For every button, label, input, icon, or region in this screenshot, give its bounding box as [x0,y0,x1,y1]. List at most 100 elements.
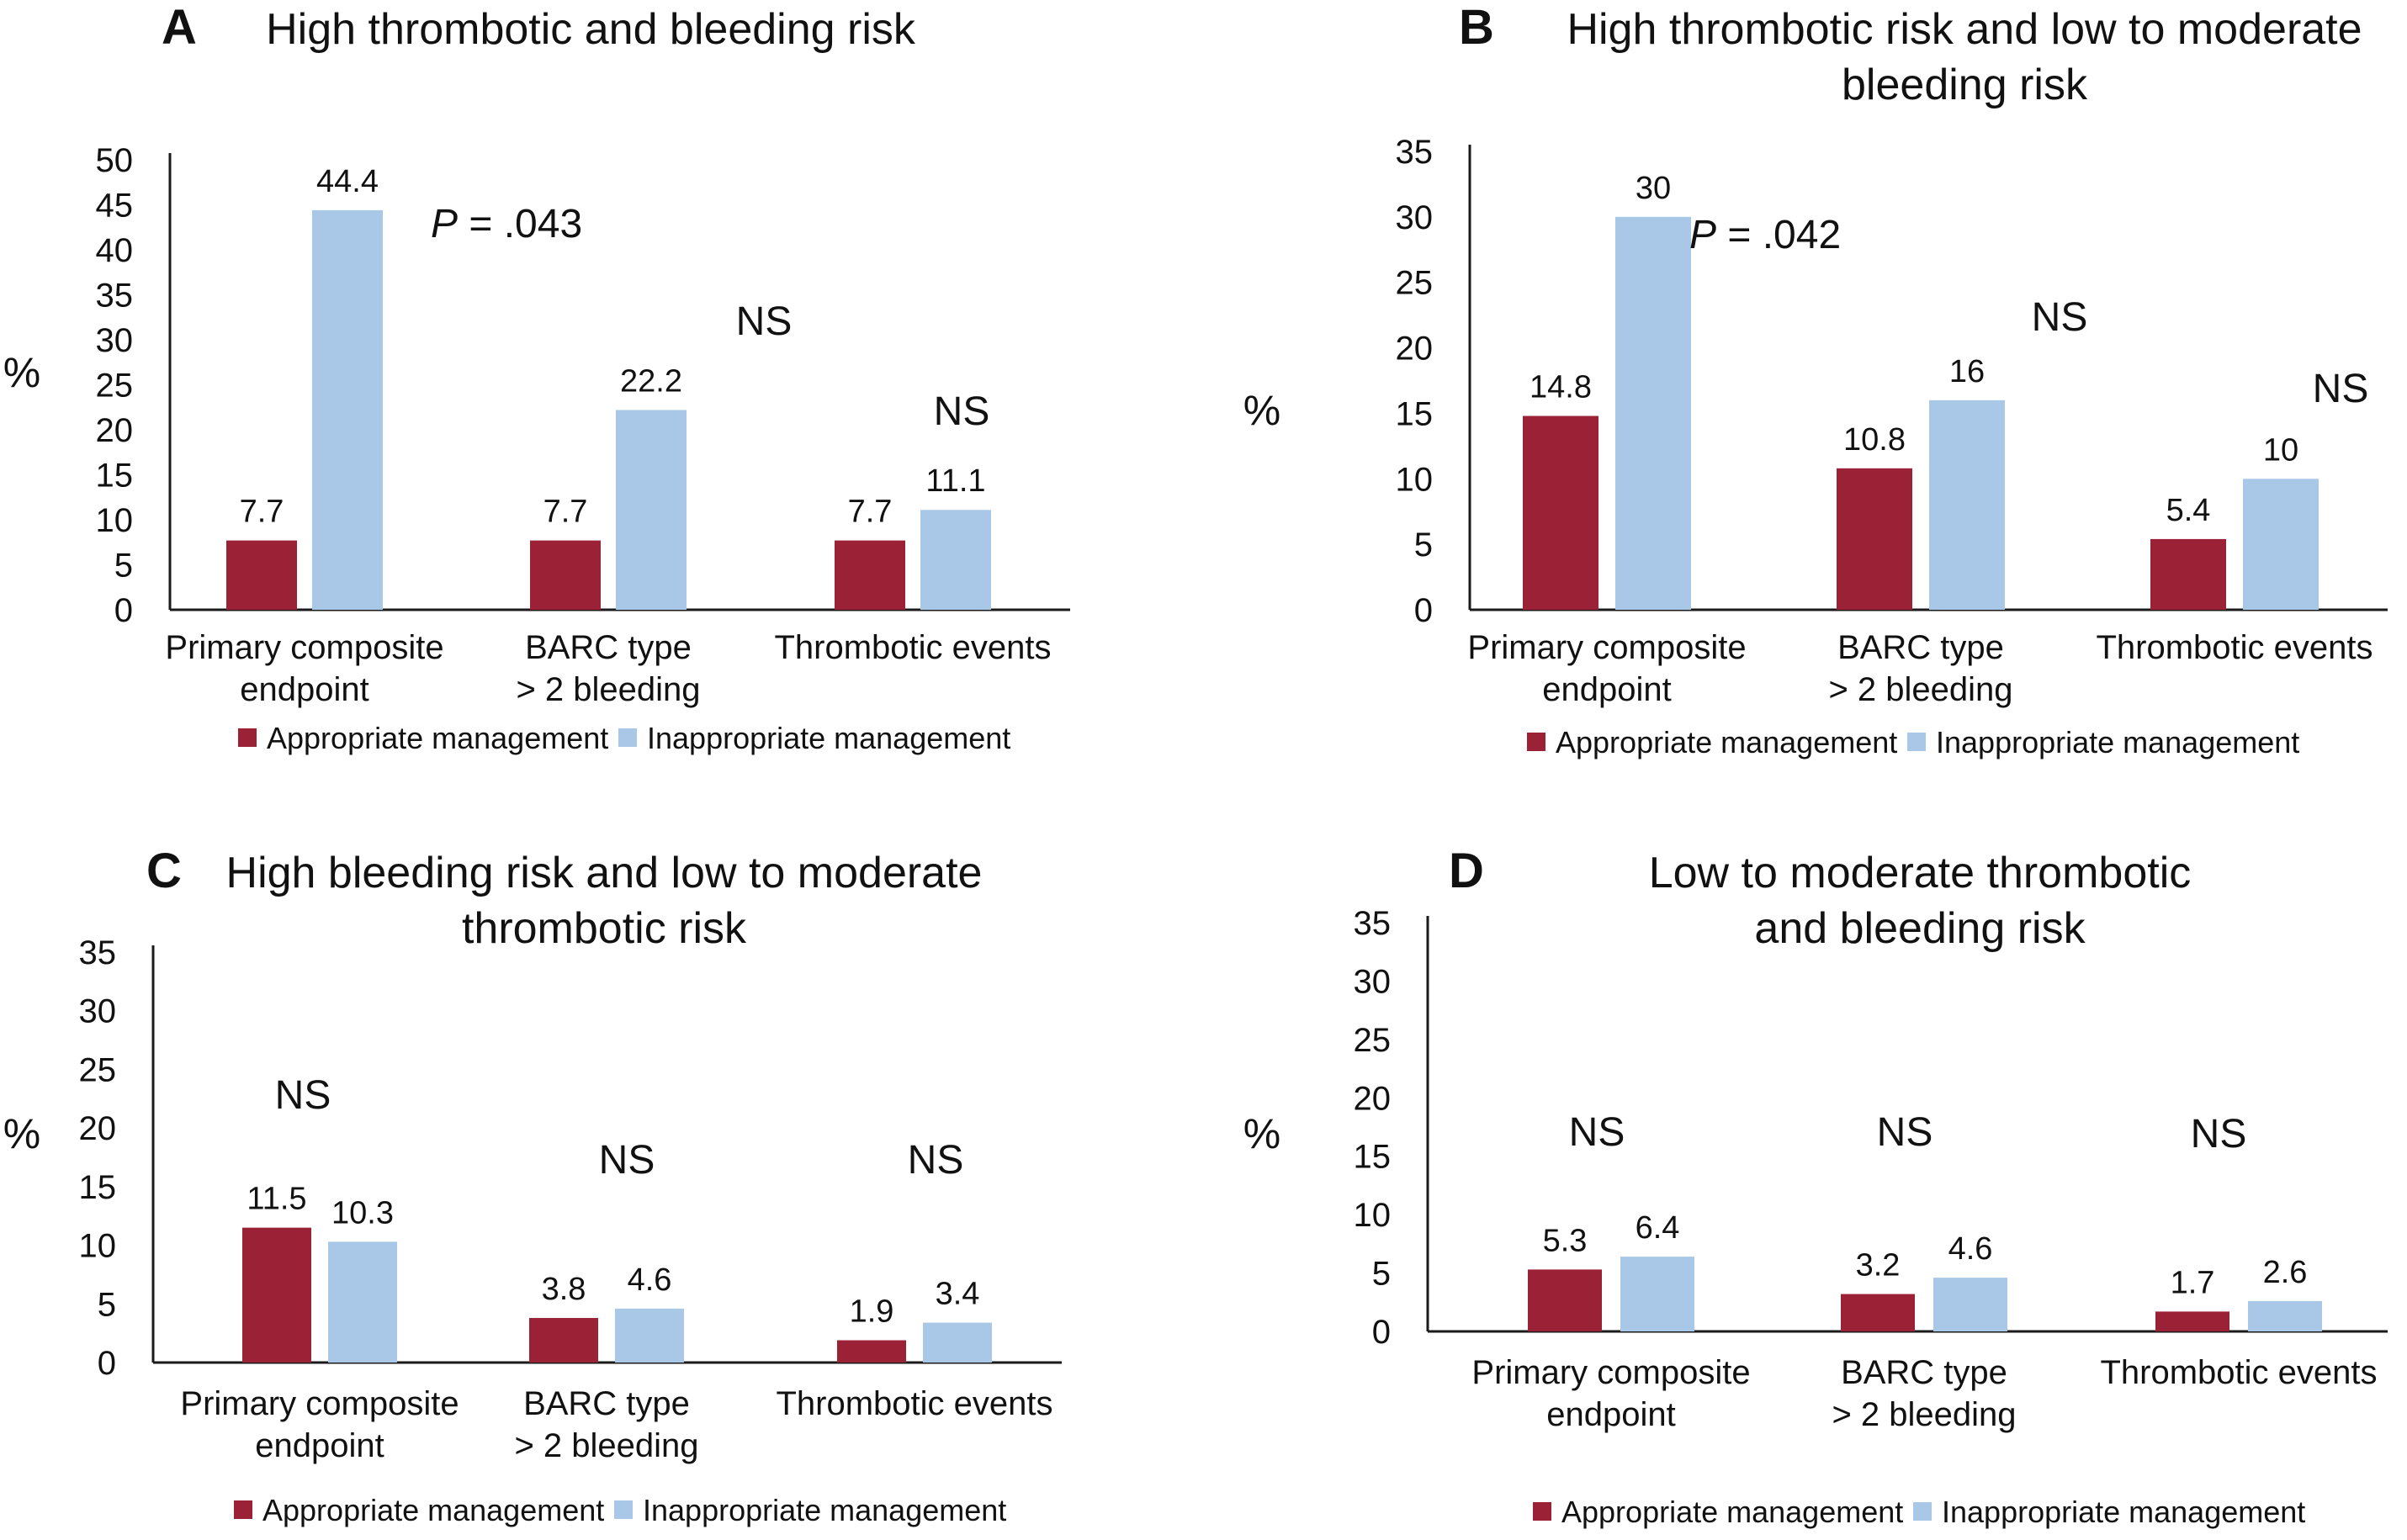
bar-inappropriate [2248,1300,2322,1331]
y-tick-label: 50 [96,142,134,179]
significance-label: NS [934,389,990,434]
y-tick-label: 20 [96,412,134,449]
x-category-label: Primary composite [165,629,443,666]
x-category-label: endpoint [240,671,368,708]
y-tick-label: 25 [79,1051,117,1088]
y-tick-label: 25 [1354,1022,1392,1059]
y-tick-label: 20 [1354,1080,1392,1117]
bar-inappropriate [1615,216,1691,610]
bar-inappropriate [616,410,687,610]
data-label: 10 [2263,432,2298,468]
data-label: 7.7 [543,495,588,530]
chart-title: thrombotic risk [462,904,747,953]
significance-text: NS [736,299,793,344]
y-tick-label: 10 [96,502,134,539]
bar-appropriate [2150,538,2226,610]
chart-title: and bleeding risk [1754,904,2086,953]
legend-label-inappropriate: Inappropriate management [647,721,1010,755]
data-label: 5.4 [2166,493,2211,528]
bar-inappropriate [1933,1278,2007,1331]
x-category-label: > 2 bleeding [1828,671,2012,708]
data-label: 1.9 [850,1294,894,1330]
data-label: 44.4 [316,164,379,199]
data-label: 14.8 [1530,370,1592,405]
data-label: 4.6 [628,1262,672,1298]
panel-b: B High thrombotic risk and low to moderat… [1243,0,2388,759]
chart-title: High thrombotic and bleeding risk [266,5,916,54]
significance-label: NS [275,1073,331,1118]
data-label: 2.6 [2263,1255,2308,1290]
legend-label-appropriate: Appropriate management [267,721,608,755]
p-value-symbol: P [431,202,458,246]
panel-d: D Low to moderate thrombotic and bleeding … [1243,844,2388,1529]
x-category-label: BARC type [1837,629,2004,666]
legend-swatch-appropriate [1533,1502,1551,1521]
y-tick-label: 0 [1414,592,1433,629]
bar-inappropriate [1620,1257,1694,1331]
bar-appropriate [529,1318,598,1363]
significance-text: NS [934,389,990,434]
x-category-label: Thrombotic events [2096,629,2373,666]
bar-appropriate [1523,415,1598,610]
legend-label-appropriate: Appropriate management [262,1493,604,1527]
significance-text: NS [2313,367,2369,411]
x-category-label: BARC type [525,629,692,666]
significance-label: NS [599,1138,655,1183]
x-category-label: endpoint [255,1427,384,1464]
y-tick-label: 25 [1396,265,1434,302]
y-tick-label: 35 [1396,134,1434,171]
significance-text: NS [599,1138,655,1183]
y-tick-label: 30 [96,322,134,359]
y-tick-label: 10 [1396,461,1434,498]
panel-letter: B [1459,0,1494,55]
y-axis-label: % [3,349,40,396]
legend-swatch-inappropriate [1907,733,1926,751]
data-label: 22.2 [620,363,682,399]
y-tick-label: 35 [79,934,117,971]
x-category-label: Primary composite [1471,1354,1750,1391]
y-axis-label: % [1243,1110,1280,1157]
data-label: 7.7 [848,495,893,530]
significance-label: NS [736,299,793,344]
x-category-label: > 2 bleeding [516,671,700,708]
bar-appropriate [242,1227,311,1363]
significance-text: NS [2191,1112,2247,1156]
bar-inappropriate [328,1241,397,1363]
y-tick-label: 10 [1354,1197,1392,1234]
y-tick-label: 15 [1354,1139,1392,1176]
y-tick-label: 0 [114,592,133,629]
significance-text: NS [908,1138,964,1183]
y-tick-label: 15 [1396,395,1434,432]
bar-inappropriate [312,209,383,611]
y-tick-label: 35 [1354,905,1392,942]
y-tick-label: 5 [114,548,133,585]
bar-appropriate [1528,1269,1602,1331]
panel-c: C High bleeding risk and low to moderate t… [3,844,1062,1527]
panel-letter: A [162,0,197,55]
y-tick-label: 20 [79,1110,117,1147]
significance-text: NS [2032,295,2088,340]
chart-title: High bleeding risk and low to moderate [226,849,983,897]
significance-text: = .042 [1716,213,1841,257]
significance-text: NS [1569,1110,1625,1155]
data-label: 11.5 [247,1182,306,1217]
bar-inappropriate [920,510,991,610]
data-label: 3.2 [1856,1248,1901,1283]
x-category-label: Thrombotic events [2100,1354,2377,1391]
significance-label: NS [2191,1112,2247,1156]
significance-label: P = .043 [431,202,582,246]
data-label: 7.7 [240,495,284,530]
x-category-label: Thrombotic events [774,629,1051,666]
legend-label-appropriate: Appropriate management [1556,725,1897,759]
significance-label: NS [2313,367,2369,411]
data-label: 10.3 [331,1195,394,1230]
legend: Appropriate management Inappropriate mana… [238,721,1010,755]
y-tick-label: 15 [79,1169,117,1206]
significance-label: NS [1877,1110,1933,1155]
legend-label-inappropriate: Inappropriate management [1936,725,2299,759]
bar-inappropriate [2243,479,2319,610]
x-category-label: > 2 bleeding [1832,1396,2016,1433]
panel-a: A High thrombotic and bleeding risk% 0 5 10 1… [3,0,1070,755]
bar-appropriate [835,540,905,610]
